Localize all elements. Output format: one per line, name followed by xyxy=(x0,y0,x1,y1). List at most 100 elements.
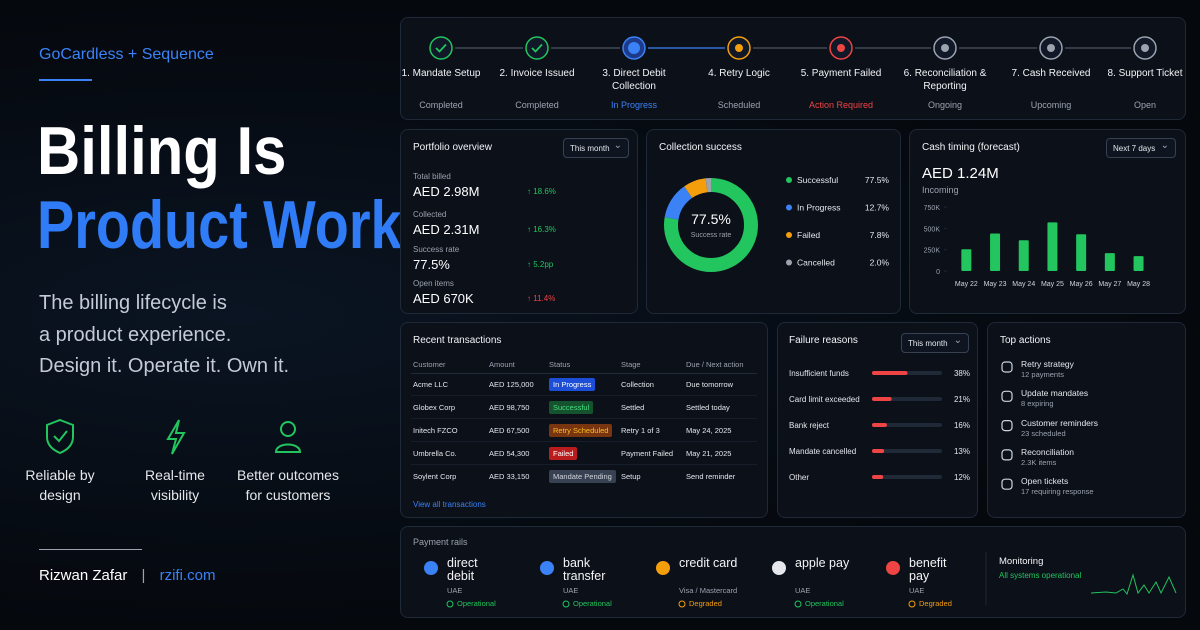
column-header: Status xyxy=(549,360,571,369)
bar xyxy=(1018,240,1029,271)
panel-graphic xyxy=(429,36,1157,60)
bolt-icon xyxy=(166,419,186,455)
rail-region: UAE xyxy=(909,586,925,595)
row-rule xyxy=(411,441,757,442)
author: Rizwan Zafar | rzifi.com xyxy=(39,567,215,584)
action-detail: 2.3K items xyxy=(1021,457,1057,467)
rail-icon xyxy=(424,561,438,575)
rail-name: direct debit xyxy=(447,556,478,583)
x-tick-label: May 28 xyxy=(1127,281,1150,288)
headline-line1: Billing Is xyxy=(37,113,287,189)
step-status: Scheduled xyxy=(717,100,761,110)
bar xyxy=(1047,222,1058,271)
action-icon xyxy=(1001,449,1013,461)
rail-region: UAE xyxy=(563,586,579,595)
metric-value: 77.5% xyxy=(413,257,450,272)
action-detail: 23 scheduled xyxy=(1021,428,1066,438)
cell: Settled today xyxy=(686,403,730,412)
action-detail: 8 expiring xyxy=(1021,399,1054,409)
cell: Globex Corp xyxy=(413,403,456,412)
separator: | xyxy=(141,567,146,584)
lifecycle-panel: 1. Mandate Setup Completed 2. Invoice Issu… xyxy=(400,17,1186,120)
bar xyxy=(872,475,884,479)
author-name: Rizwan Zafar xyxy=(39,567,128,584)
bar xyxy=(872,371,908,375)
cell: Collection xyxy=(621,380,654,389)
rail-region: Visa / Mastercard xyxy=(679,586,738,595)
legend-dot xyxy=(786,232,792,238)
step-status: Completed xyxy=(419,100,463,110)
metric-value: AED 2.98M xyxy=(413,184,480,199)
status-badge: Retry Scheduled xyxy=(549,424,613,437)
rail-icon xyxy=(656,561,670,575)
action-icon xyxy=(1001,361,1013,373)
metric-change: ↑ 5.2pp xyxy=(527,260,554,269)
cell: Umbrella Co. xyxy=(413,449,457,458)
action-icon xyxy=(1001,419,1013,432)
cell: AED 98,750 xyxy=(489,403,530,412)
action-detail: 12 payments xyxy=(1021,370,1064,379)
step-dot xyxy=(1141,44,1149,52)
panel-title: Payment rails xyxy=(413,537,468,547)
panel-graphic xyxy=(1001,361,1013,490)
cell: AED 67,500 xyxy=(489,426,530,435)
step-label: 5. Payment Failed xyxy=(800,68,882,79)
column-header: Amount xyxy=(489,360,515,369)
donut-center-label: Success rate xyxy=(691,232,732,239)
reason-label: Other xyxy=(789,473,809,482)
reason-value: 16% xyxy=(954,421,970,430)
person-icon xyxy=(274,443,302,453)
panel-title: Collection success xyxy=(659,142,742,153)
cell: Acme LLC xyxy=(413,380,449,389)
rail-status: Degraded xyxy=(689,599,722,608)
panel-title: Portfolio overview xyxy=(413,142,492,153)
rail-icon xyxy=(772,561,786,575)
portfolio-panel: Portfolio overview This month Total billed… xyxy=(400,129,638,314)
rail-region: UAE xyxy=(795,586,811,595)
step-label: 2. Invoice Issued xyxy=(499,68,575,79)
action-detail: 17 requiring response xyxy=(1021,487,1094,497)
column-header: Stage xyxy=(621,360,641,369)
reason-value: 13% xyxy=(954,447,970,456)
transactions-panel: Recent transactions Customer Amount Status S… xyxy=(400,322,768,518)
bar xyxy=(1104,253,1115,271)
legend-value: 7.8% xyxy=(870,230,890,240)
person-icon xyxy=(280,421,296,437)
panel-title: Top actions xyxy=(1000,335,1051,346)
rail-name: benefit pay xyxy=(909,556,947,583)
brand-underline xyxy=(39,79,92,81)
tagline: The billing lifecycle is a product exper… xyxy=(39,288,289,383)
rail-icon xyxy=(540,561,554,575)
column-header: Customer xyxy=(413,360,446,369)
rail-name: bank transfer xyxy=(563,556,606,583)
status-dot xyxy=(562,600,570,608)
cell: Soylent Corp xyxy=(413,472,457,481)
row-rule xyxy=(411,418,757,419)
tagline-line: The billing lifecycle is xyxy=(39,292,227,314)
view-all-link[interactable]: View all transactions xyxy=(413,500,486,509)
status-badge: Mandate Pending xyxy=(549,470,616,483)
action-icon xyxy=(1001,478,1013,490)
rail-icon xyxy=(886,561,900,575)
check xyxy=(531,43,543,53)
step-icon xyxy=(429,36,453,60)
metric-change: ↑ 18.6% xyxy=(527,187,556,196)
donut-segment xyxy=(664,178,758,272)
panel-title: Failure reasons xyxy=(789,335,858,346)
brand: GoCardless + Sequence xyxy=(39,46,214,63)
cell: Setup xyxy=(621,472,641,481)
y-tick-label: 250K xyxy=(924,248,941,255)
legend-value: 2.0% xyxy=(870,258,890,268)
monitoring-status: All systems operational xyxy=(999,571,1082,580)
feature-label: Better outcomes for customers xyxy=(237,467,339,503)
check xyxy=(435,43,447,53)
x-tick-label: May 23 xyxy=(984,281,1007,288)
step-label: 1. Mandate Setup xyxy=(401,68,481,79)
bar xyxy=(990,233,1001,271)
rail-status: Degraded xyxy=(919,599,952,608)
status-badge: Successful xyxy=(549,401,594,414)
bar xyxy=(872,423,887,427)
feature-label: Real-time visibility xyxy=(145,467,205,503)
